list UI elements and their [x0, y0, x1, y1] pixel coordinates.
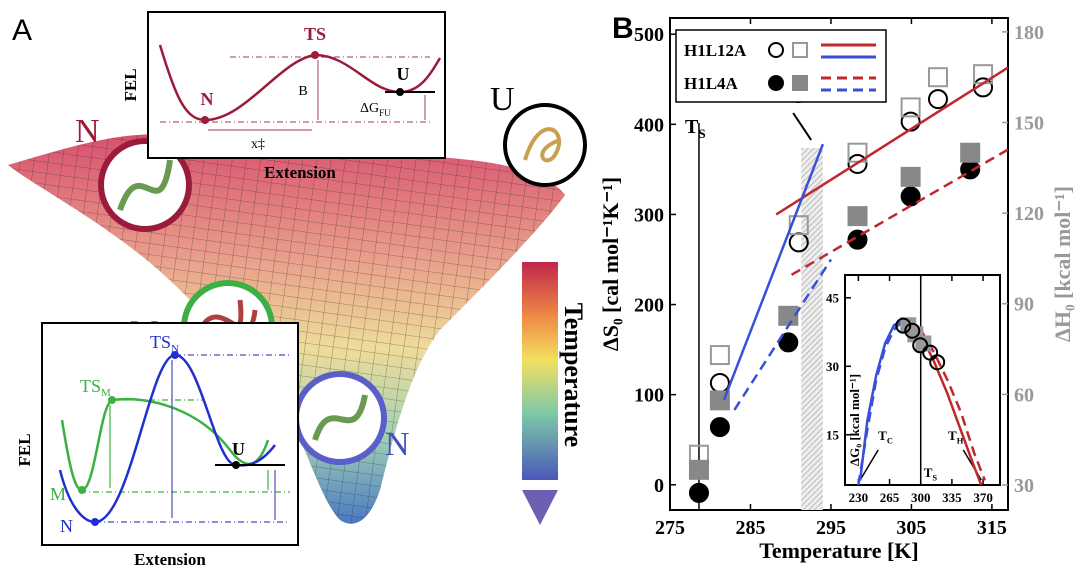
state-label: U: [490, 81, 515, 118]
y2-axis-label: ΔH₀ [kcal mol⁻¹]: [1050, 186, 1075, 342]
x-tick-label: 285: [735, 517, 765, 539]
y-tick-label: 30: [826, 359, 839, 374]
data-point: [961, 144, 979, 162]
x-tick-label: 265: [880, 490, 900, 505]
u-label: U: [232, 439, 245, 459]
barrier-label: B: [298, 84, 307, 99]
dg-main: ΔG: [360, 101, 379, 116]
data-point: [711, 418, 729, 436]
label-sub: S: [932, 472, 937, 482]
x-tick-label: 230: [849, 490, 869, 505]
ts-main: TS: [150, 332, 171, 352]
y-tick-label: 300: [634, 204, 664, 226]
distance-label: x‡: [251, 137, 265, 152]
y-tick-label: 100: [634, 385, 664, 407]
label-main: T: [948, 428, 957, 443]
y-tick-label: 0: [654, 475, 664, 497]
state-dot: [232, 461, 240, 469]
x-tick-label: 295: [816, 517, 846, 539]
y-tick-label: 45: [826, 290, 840, 305]
color-bar: [522, 262, 558, 480]
label-sub: S: [698, 126, 705, 141]
y-axis-label: ΔG₀ [kcal mol⁻¹]: [847, 374, 862, 466]
state-label: N: [385, 426, 410, 463]
data-point: [793, 76, 807, 90]
label-main: T: [685, 116, 699, 138]
axis-label: Extension: [264, 163, 336, 182]
data-point: [779, 307, 797, 325]
data-point: [690, 484, 708, 502]
state-circle: [505, 105, 585, 185]
axis-label: Extension: [134, 550, 206, 569]
y-tick-label: 400: [634, 114, 664, 136]
panel-label: B: [612, 12, 634, 45]
label-main: T: [924, 465, 933, 480]
legend-label: H1L12A: [684, 41, 747, 60]
x-axis-label: Temperature [K]: [759, 538, 918, 563]
plot-frame: [845, 275, 1000, 485]
y-tick-label: 500: [634, 24, 664, 46]
data-point: [849, 207, 867, 225]
data-point: [690, 461, 708, 479]
inset-frame: [148, 12, 445, 158]
figure: A N U M N Temperature FEL Extension TS N…: [0, 0, 1082, 571]
data-point: [902, 168, 920, 186]
data-point: [769, 76, 783, 90]
x-tick-label: 300: [911, 490, 931, 505]
x-tick-label: 370: [973, 490, 993, 505]
y2-tick-label: 90: [1014, 294, 1034, 316]
y-tick-label: 200: [634, 295, 664, 317]
u-label: U: [397, 64, 410, 84]
axis-label: FEL: [15, 433, 34, 466]
x-tick-label: 305: [896, 517, 926, 539]
y2-tick-label: 180: [1014, 22, 1044, 44]
y-axis-label: ΔS₀ [cal mol⁻¹K⁻¹]: [598, 177, 623, 351]
panel-b: TSTG275285295305315010020030040050030609…: [598, 12, 1075, 563]
panel-a: A N U M N Temperature FEL Extension TS N…: [8, 12, 588, 569]
dg-sub: FU: [379, 108, 391, 118]
color-bar-arrow: [522, 490, 558, 525]
transition-band: [801, 148, 823, 510]
axis-label: FEL: [121, 68, 140, 101]
n-label: N: [201, 89, 214, 109]
y-tick-label: 15: [826, 427, 840, 442]
panel-label: A: [12, 14, 32, 47]
x-tick-label: 335: [942, 490, 962, 505]
legend-label: H1L4A: [684, 74, 739, 93]
n-label: N: [60, 516, 73, 536]
color-bar-label: Temperature: [559, 303, 588, 447]
state-label: N: [75, 113, 100, 150]
ts-sub: M: [101, 387, 111, 399]
y2-tick-label: 150: [1014, 113, 1044, 135]
x-tick-label: 275: [655, 517, 685, 539]
y2-tick-label: 120: [1014, 203, 1044, 225]
m-label: M: [50, 484, 66, 504]
y2-tick-label: 60: [1014, 384, 1034, 406]
ts-label: TS: [304, 24, 326, 44]
label-sub: C: [887, 435, 893, 445]
y2-tick-label: 30: [1014, 475, 1034, 497]
x-tick-label: 315: [977, 517, 1007, 539]
label-main: T: [878, 428, 887, 443]
ts-main: TS: [80, 376, 101, 396]
ts-sub: N: [171, 343, 179, 355]
